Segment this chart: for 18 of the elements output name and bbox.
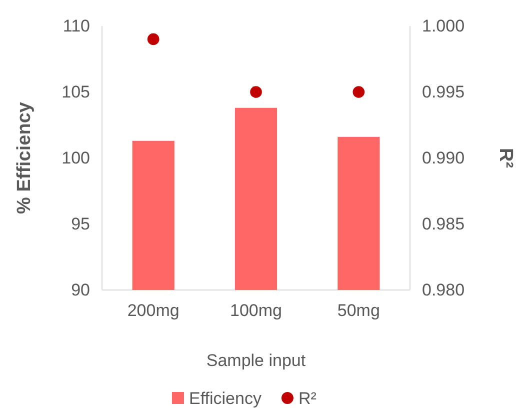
y-tick-label: 110 bbox=[62, 16, 90, 36]
y2-tick-label: 0.995 bbox=[422, 82, 465, 102]
y-axis-title: % Efficiency bbox=[14, 102, 35, 214]
y2-tick-label: 0.985 bbox=[422, 214, 465, 234]
y2-tick-label: 1.000 bbox=[422, 16, 465, 36]
y-tick-label: 90 bbox=[71, 280, 90, 300]
y-tick-label: 105 bbox=[62, 82, 90, 102]
y2-axis-title: R² bbox=[495, 148, 516, 168]
y2-tick-label: 0.990 bbox=[422, 148, 465, 168]
legend-label: R² bbox=[298, 389, 317, 408]
x-axis-title: Sample input bbox=[206, 351, 306, 370]
x-tick-label: 100mg bbox=[230, 301, 282, 320]
x-tick-label: 200mg bbox=[127, 301, 180, 320]
y-tick-label: 100 bbox=[62, 148, 90, 168]
legend-label: Efficiency bbox=[189, 389, 262, 408]
x-tick-label: 50mg bbox=[337, 301, 380, 320]
y-tick-label: 95 bbox=[71, 214, 90, 234]
y2-tick-label: 0.980 bbox=[422, 280, 465, 300]
